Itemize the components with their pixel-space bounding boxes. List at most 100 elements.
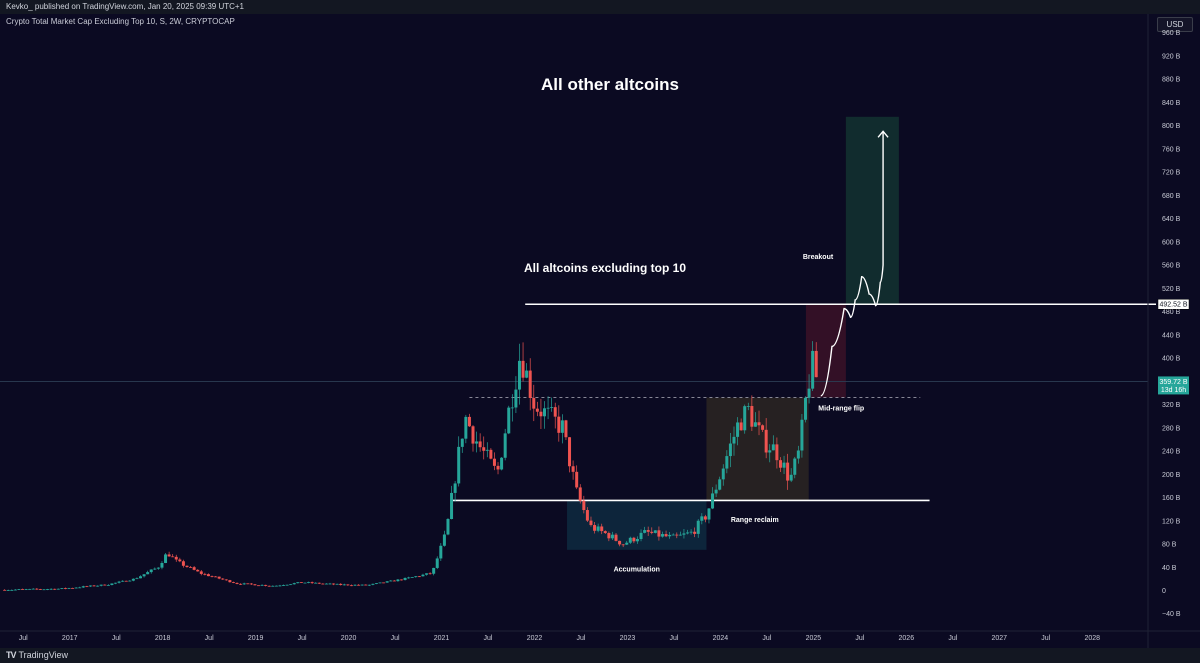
candle-body [60,588,64,589]
candle-body [789,474,793,481]
candle [199,570,203,576]
candle [653,530,657,534]
candle-body [467,416,471,427]
candle [181,559,185,568]
publisher-line: Kevko_ published on TradingView.com, Jan… [6,2,245,11]
zone-boxes [567,116,899,550]
candle-body [707,508,711,520]
candle [282,584,286,586]
candle-body [282,585,286,586]
candle-body [664,534,668,537]
level-lines [0,303,1156,502]
candle [721,464,725,486]
candle-body [135,578,139,580]
candle-body [367,584,371,586]
candle [256,585,260,587]
candle [214,575,218,578]
y-tick-label: 440 B [1162,332,1181,339]
candle [675,532,679,539]
candle-body [782,462,786,468]
candle [507,405,511,435]
annotations: Breakout Mid-range flip Range reclaim Accum… [614,254,865,573]
candle-body [485,449,489,451]
y-tick-label: 840 B [1162,100,1181,107]
candle-body [500,457,504,470]
candle [60,588,64,590]
candle-body [274,585,278,587]
candle-body [775,444,779,461]
candle [228,579,232,583]
y-tick-label: 800 B [1162,123,1181,130]
candle-body [553,407,557,417]
candle-body [382,582,386,584]
candle-body [299,582,303,584]
candle [63,587,67,590]
candle-body [689,531,693,533]
candle [639,529,643,542]
candle [317,582,321,585]
candle [46,588,50,591]
candle [714,484,718,497]
candle-body [63,588,67,589]
candle-body [475,441,479,444]
x-tick-label: Jul [1041,635,1050,642]
candle [614,533,618,542]
candle-body [256,585,260,587]
candle [514,376,518,414]
candle-body [49,588,53,590]
candle [78,586,82,589]
tradingview-logo[interactable]: TV TradingView [6,650,68,660]
x-tick-label: Jul [484,635,493,642]
y-tick-label: 760 B [1162,146,1181,153]
candle-body [507,407,511,434]
candle [264,584,268,587]
candle [585,507,589,523]
candle [571,460,575,480]
candle-body [353,584,357,586]
candle-body [189,566,193,568]
candle-body [246,583,250,585]
candle [167,551,171,557]
x-tick-label: 2028 [1084,635,1100,642]
currency-button[interactable]: USD [1157,17,1193,32]
candle [600,523,604,535]
candle-body [700,516,704,521]
candle-body [203,573,207,575]
candle-body [571,466,575,472]
candle [221,578,225,580]
candle [582,495,586,514]
candle-body [607,533,611,539]
y-tick-label: 640 B [1162,216,1181,223]
candle-body [224,579,228,581]
candle [803,396,807,423]
candle [743,404,747,434]
candle-body [78,587,82,589]
candle [668,531,672,539]
candle [607,531,611,542]
x-tick-label: 2019 [248,635,264,642]
candle-body [103,584,107,586]
candle-body [678,534,682,536]
candle [703,514,707,523]
candle-body [324,583,328,585]
y-tick-label: 720 B [1162,170,1181,177]
candle-body [146,572,150,575]
candle [543,401,547,429]
candle-body [385,581,389,583]
candle [242,582,246,585]
y-axis-ticks: 960 B 920 B 880 B 840 B 800 B 760 B 720 B 680 B… [1162,30,1181,618]
candle-body [396,579,400,582]
candle [231,581,235,584]
candle [521,342,525,382]
y-tick-label: 280 B [1162,425,1181,432]
candle-body [550,407,554,408]
candle [532,384,536,422]
candle-body [432,567,436,574]
candle [778,457,782,472]
candle [324,583,328,585]
candle [425,573,429,576]
candle-body [693,531,697,534]
candle [439,543,443,561]
candle [185,565,189,568]
